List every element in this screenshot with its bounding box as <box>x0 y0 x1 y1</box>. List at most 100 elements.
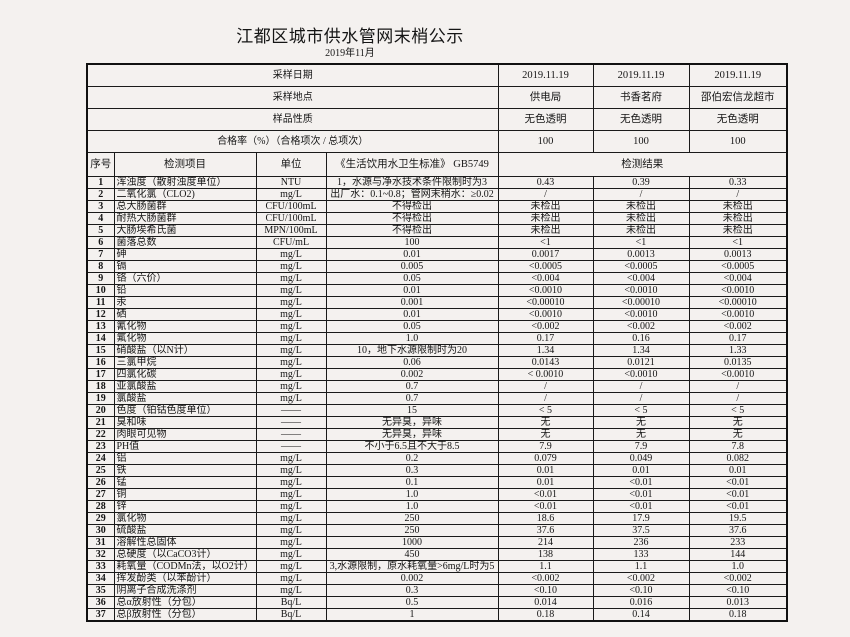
row-result-2: 0.16 <box>592 332 690 345</box>
table-row: 1 浑浊度（散射浊度单位） NTU 1，水源与净水技术条件限制时为3 0.43 0.39 0… <box>86 176 788 189</box>
row-standard: 10，地下水源限制时为20 <box>325 344 499 357</box>
meta-value: 无色透明 <box>497 108 594 131</box>
row-seq: 13 <box>86 320 115 333</box>
row-result-3: 144 <box>688 548 788 561</box>
meta-label: 样品性质 <box>86 108 499 131</box>
row-item: 硒 <box>113 308 257 321</box>
row-standard: 0.06 <box>325 356 499 369</box>
row-result-2: 0.14 <box>592 608 690 622</box>
row-unit: mg/L <box>255 248 327 261</box>
header-results: 检测结果 <box>497 152 788 177</box>
row-unit: mg/L <box>255 332 327 345</box>
row-item: 阴离子合成洗涤剂 <box>113 584 257 597</box>
row-standard: 0.7 <box>325 380 499 393</box>
meta-value: 100 <box>688 130 788 153</box>
row-result-3: 1.0 <box>688 560 788 573</box>
row-standard: 不小于6.5且不大于8.5 <box>325 440 499 453</box>
row-item: 总硬度（以CaCO3计） <box>113 548 257 561</box>
row-standard: 3,水源限制，原水耗氧量>6mg/L时为5 <box>325 560 499 573</box>
meta-value: 无色透明 <box>688 108 788 131</box>
row-result-1: 无 <box>497 416 594 429</box>
row-result-2: <0.002 <box>592 320 690 333</box>
row-unit: mg/L <box>255 320 327 333</box>
row-result-2: <0.0010 <box>592 284 690 297</box>
row-standard: 出厂水：0.1~0.8；管网末稍水：≥0.02 <box>325 188 499 201</box>
row-result-1: <1 <box>497 236 594 249</box>
row-result-2: 未检出 <box>592 224 690 237</box>
meta-value: 100 <box>497 130 594 153</box>
row-standard: 0.002 <box>325 368 499 381</box>
table-row: 20 色度（铂钴色度单位） —— 15 < 5 < 5 < 5 <box>86 404 788 417</box>
table-row: 8 镉 mg/L 0.005 <0.0005 <0.0005 <0.0005 <box>86 260 788 273</box>
row-seq: 11 <box>86 296 115 309</box>
row-result-2: / <box>592 188 690 201</box>
row-standard: 0.05 <box>325 320 499 333</box>
table-row: 19 氯酸盐 mg/L 0.7// / <box>86 392 788 405</box>
row-result-2: <0.0010 <box>592 308 690 321</box>
table-row: 29 氯化物 mg/L 250 18.6 17.9 19.5 <box>86 512 788 525</box>
row-result-1: 0.014 <box>497 596 594 609</box>
row-unit: CFU/100mL <box>255 200 327 213</box>
row-seq: 25 <box>86 464 115 477</box>
table-row: 2 二氧化氯（CLO2) mg/L 出厂水：0.1~0.8；管网末稍水：≥0.02//… <box>86 188 788 201</box>
row-result-2: 未检出 <box>592 212 690 225</box>
row-result-3: 0.082 <box>688 452 788 465</box>
table-row: 3 总大肠菌群 CFU/100mL 不得检出 未检出 未检出 未检出 <box>86 200 788 213</box>
row-item: 四氯化碳 <box>113 368 257 381</box>
row-unit: mg/L <box>255 572 327 585</box>
row-result-3: 0.013 <box>688 596 788 609</box>
row-result-1: 未检出 <box>497 212 594 225</box>
row-unit: mg/L <box>255 524 327 537</box>
row-unit: mg/L <box>255 356 327 369</box>
row-seq: 35 <box>86 584 115 597</box>
row-result-1: <0.0005 <box>497 260 594 273</box>
row-unit: MPN/100mL <box>255 224 327 237</box>
row-unit: —— <box>255 428 327 441</box>
row-standard: 1，水源与净水技术条件限制时为3 <box>325 176 499 189</box>
row-result-3: <0.0010 <box>688 368 788 381</box>
row-seq: 6 <box>86 236 115 249</box>
row-unit: mg/L <box>255 476 327 489</box>
table-row: 30 硫酸盐 mg/L 250 37.6 37.5 37.6 <box>86 524 788 537</box>
row-item: 铜 <box>113 488 257 501</box>
row-result-3: <0.0010 <box>688 308 788 321</box>
row-item: 氟化物 <box>113 332 257 345</box>
row-result-2: 未检出 <box>592 200 690 213</box>
row-seq: 29 <box>86 512 115 525</box>
table-row: 31 溶解性总固体 mg/L 1000 214 236 233 <box>86 536 788 549</box>
row-result-3: 233 <box>688 536 788 549</box>
sampling-date-row: 采样日期 2019.11.19 2019.11.19 2019.11.19 <box>86 63 788 87</box>
row-result-1: / <box>497 380 594 393</box>
row-standard: 1000 <box>325 536 499 549</box>
row-result-1: / <box>497 392 594 405</box>
row-result-3: 无 <box>688 428 788 441</box>
row-result-2: 0.01 <box>592 464 690 477</box>
row-result-3: 0.01 <box>688 464 788 477</box>
row-result-1: 0.079 <box>497 452 594 465</box>
row-result-3: 0.0013 <box>688 248 788 261</box>
row-result-3: 未检出 <box>688 200 788 213</box>
row-item: 锌 <box>113 500 257 513</box>
row-result-1: 18.6 <box>497 512 594 525</box>
row-result-3: / <box>688 392 788 405</box>
row-seq: 3 <box>86 200 115 213</box>
row-seq: 2 <box>86 188 115 201</box>
table-row: 6 菌落总数 CFU/mL 100 <1 <1 <1 <box>86 236 788 249</box>
row-result-3: <0.01 <box>688 476 788 489</box>
row-item: 菌落总数 <box>113 236 257 249</box>
row-unit: mg/L <box>255 560 327 573</box>
row-result-2: 37.5 <box>592 524 690 537</box>
row-result-3: <1 <box>688 236 788 249</box>
row-result-2: 236 <box>592 536 690 549</box>
row-result-1: <0.004 <box>497 272 594 285</box>
row-unit: mg/L <box>255 536 327 549</box>
row-result-3: <0.002 <box>688 320 788 333</box>
row-result-1: 0.0017 <box>497 248 594 261</box>
row-item: 汞 <box>113 296 257 309</box>
row-result-1: 0.18 <box>497 608 594 622</box>
row-seq: 12 <box>86 308 115 321</box>
row-standard: 100 <box>325 236 499 249</box>
row-item: 铬（六价） <box>113 272 257 285</box>
meta-value: 2019.11.19 <box>497 63 594 87</box>
table-row: 18 亚氯酸盐 mg/L 0.7// / <box>86 380 788 393</box>
